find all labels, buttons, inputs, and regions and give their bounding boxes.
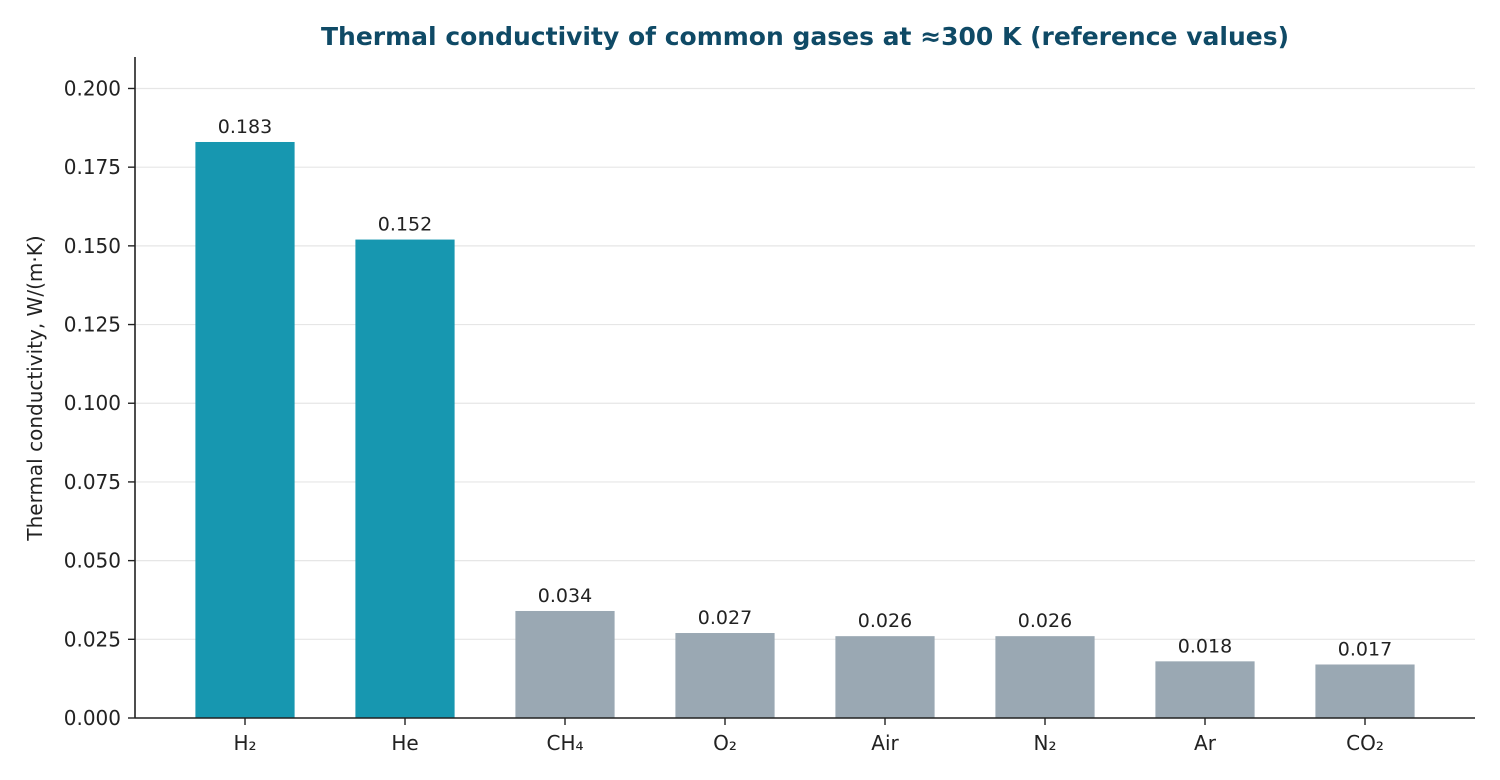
value-label-5: 0.026 xyxy=(1018,610,1072,632)
bar-7 xyxy=(1315,664,1415,718)
x-ticks: H₂ He CH₄ O₂ Air N₂ Ar CO₂ xyxy=(233,718,1384,755)
x-tick-label: He xyxy=(391,731,418,755)
x-tick-label: H₂ xyxy=(233,731,256,755)
bar-4 xyxy=(835,636,935,718)
value-label-7: 0.017 xyxy=(1338,638,1392,660)
x-tick-label: N₂ xyxy=(1034,731,1057,755)
value-label-4: 0.026 xyxy=(858,610,912,632)
bar-5 xyxy=(995,636,1095,718)
value-label-2: 0.034 xyxy=(538,585,592,607)
bar-0 xyxy=(195,141,295,718)
y-tick-label: 0.050 xyxy=(64,549,121,573)
x-tick-label: CO₂ xyxy=(1346,731,1384,755)
value-label-0: 0.183 xyxy=(218,116,272,138)
x-tick-label: CH₄ xyxy=(546,731,583,755)
y-tick-label: 0.000 xyxy=(64,706,121,730)
y-ticks: 0.000 0.025 0.050 0.075 0.100 0.125 0.150 0.175… xyxy=(64,76,135,730)
x-tick-label: Air xyxy=(871,731,899,755)
x-tick-label: O₂ xyxy=(713,731,737,755)
value-label-1: 0.152 xyxy=(378,214,432,236)
bar-6 xyxy=(1155,661,1255,718)
bar-3 xyxy=(675,633,775,718)
y-tick-label: 0.150 xyxy=(64,234,121,258)
bar-1 xyxy=(355,239,455,719)
axes xyxy=(134,57,1475,719)
y-tick-label: 0.075 xyxy=(64,470,121,494)
gridlines xyxy=(135,87,1475,719)
y-tick-label: 0.175 xyxy=(64,155,121,179)
y-tick-label: 0.100 xyxy=(64,391,121,415)
value-labels: 0.183 0.152 0.034 0.027 0.026 0.026 0.018 0.017 xyxy=(218,116,1392,661)
value-label-6: 0.018 xyxy=(1178,635,1232,657)
chart-title: Thermal conductivity of common gases at … xyxy=(321,22,1289,51)
bars xyxy=(195,141,1415,719)
x-tick-label: Ar xyxy=(1194,731,1217,755)
value-label-3: 0.027 xyxy=(698,607,752,629)
y-axis-label: Thermal conductivity, W/(m·K) xyxy=(23,235,47,541)
y-tick-label: 0.025 xyxy=(64,627,121,651)
y-tick-label: 0.125 xyxy=(64,313,121,337)
bar-2 xyxy=(515,610,615,718)
y-tick-label: 0.200 xyxy=(64,76,121,100)
